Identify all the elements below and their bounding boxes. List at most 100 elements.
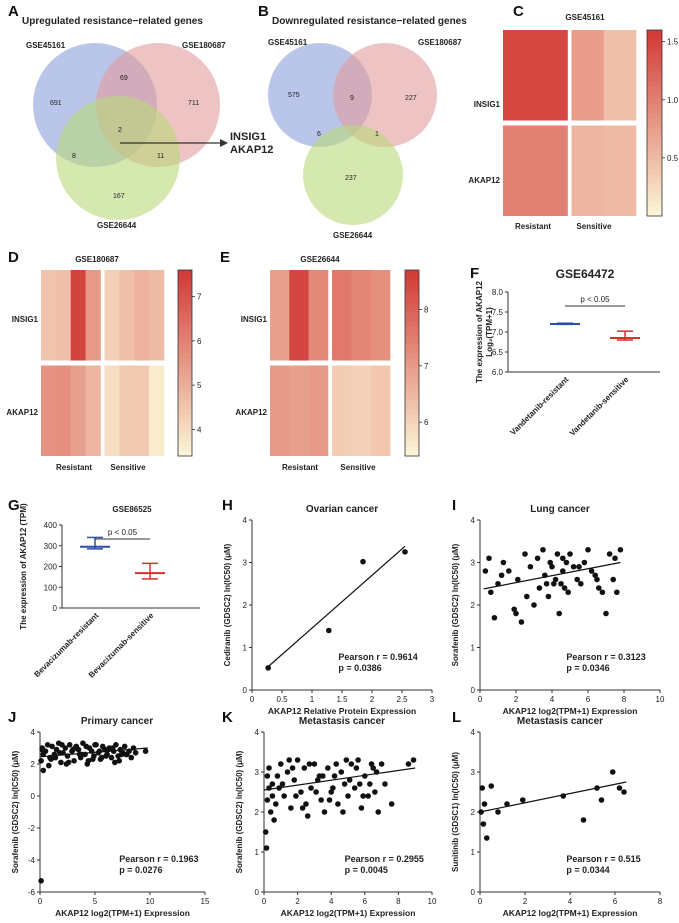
venn-b-only1: 575 xyxy=(288,92,300,99)
heat-cell xyxy=(289,270,309,361)
data-point xyxy=(588,568,595,574)
data-point xyxy=(388,801,395,807)
colorbar-segment xyxy=(405,279,419,285)
heat-cell xyxy=(85,365,101,456)
colorbar-segment xyxy=(178,428,192,434)
heat-cell xyxy=(571,125,605,216)
callout-gene-1: INSIG1 xyxy=(230,131,266,143)
data-point xyxy=(330,785,336,791)
heat-cell xyxy=(370,270,391,361)
venn-a-s13: 8 xyxy=(72,153,76,160)
data-point xyxy=(341,781,348,787)
panel-d: D GSE180687 4 5 6 7 INSIG1 AKAP12 Resistant… xyxy=(6,249,202,472)
data-point xyxy=(552,576,559,583)
data-point xyxy=(382,781,388,787)
heat-cell xyxy=(134,365,150,456)
data-point xyxy=(313,789,319,795)
data-point xyxy=(345,793,351,799)
colorbar-segment xyxy=(405,381,419,387)
data-point xyxy=(335,801,341,807)
x-tick-label: 4 xyxy=(550,695,555,704)
data-point xyxy=(278,761,284,767)
data-point xyxy=(581,559,588,566)
data-point xyxy=(128,754,135,761)
heat-cell xyxy=(289,365,309,456)
heat-cell xyxy=(332,270,352,361)
data-point xyxy=(365,793,371,799)
data-point xyxy=(519,797,526,803)
colorbar-segment xyxy=(178,376,192,383)
colorbar-segment xyxy=(178,325,192,331)
colorbar-segment xyxy=(647,188,662,194)
data-point xyxy=(353,765,360,771)
pearson-r-label: Pearson r = 0.1963 xyxy=(119,854,198,864)
panel-f: F GSE64472 6.0 6.5 7.0 7.5 8.0 Vandetanib-res… xyxy=(470,265,660,438)
colorbar-segment xyxy=(178,335,192,341)
colorbar-segment xyxy=(178,386,192,392)
heatmap-d-row-1: INSIG1 xyxy=(12,315,39,324)
venn-a-s23: 11 xyxy=(157,153,164,160)
data-point xyxy=(560,568,566,574)
colorbar-segment xyxy=(178,451,192,457)
colorbar-segment xyxy=(647,202,662,208)
colorbar-segment xyxy=(647,136,662,143)
data-point xyxy=(563,559,570,566)
colorbar-segment xyxy=(405,344,419,350)
colorbar-segment xyxy=(178,367,192,373)
data-point xyxy=(44,742,51,748)
heat-cell xyxy=(41,270,57,361)
colorbar-segment xyxy=(178,330,192,336)
data-point xyxy=(70,746,76,753)
data-point xyxy=(284,769,291,775)
data-point xyxy=(90,756,96,762)
data-point xyxy=(524,593,530,600)
colorbar-segment xyxy=(647,99,662,105)
heatmap-e-group-2: Sensitive xyxy=(340,463,376,472)
colorbar-segment xyxy=(178,321,192,327)
data-point xyxy=(609,769,616,775)
data-point xyxy=(612,555,618,562)
colorbar-segment xyxy=(405,418,419,424)
x-tick-label: 6 xyxy=(363,897,368,906)
y-axis-label: The expression of AKAP12 (TPM) xyxy=(19,503,28,630)
y-tick-label: 100 xyxy=(44,583,58,592)
heat-cell xyxy=(119,365,135,456)
colorbar-frame xyxy=(177,269,193,457)
pearson-r-label: Pearson r = 0.9614 xyxy=(338,652,417,662)
data-point xyxy=(326,797,333,803)
venn-a-all: 2 xyxy=(118,127,122,134)
heat-cell xyxy=(70,365,86,456)
data-point xyxy=(570,563,577,570)
y-axis-label: The expression of AKAP12 xyxy=(475,280,484,383)
colorbar-segment xyxy=(647,150,662,157)
y-axis-label: Sorafenib (GDSC2) ln(IC50) (μM) xyxy=(451,543,460,666)
colorbar-segment xyxy=(178,432,192,438)
x-category-label: Vandetanib-sensitive xyxy=(568,375,631,438)
colorbar-segment xyxy=(405,316,419,322)
x-axis-label: AKAP12 log2(TPM+1) Expression xyxy=(503,908,638,918)
p-value-label: p = 0.0045 xyxy=(345,865,388,875)
colorbar-tick-label: 6 xyxy=(424,418,429,427)
colorbar-segment xyxy=(178,349,192,355)
data-point xyxy=(301,765,308,771)
data-point xyxy=(288,805,294,811)
colorbar-segment xyxy=(178,446,192,452)
panel-f-label: F xyxy=(470,265,479,282)
colorbar-segment xyxy=(647,169,662,175)
data-point xyxy=(112,759,118,766)
venn-b-set1-name: GSE45161 xyxy=(268,38,308,47)
colorbar-segment xyxy=(647,104,662,110)
colorbar-segment xyxy=(178,288,192,294)
heatmap-d: 4 5 6 7 xyxy=(41,269,202,457)
x-tick-label: 2 xyxy=(370,695,375,704)
scatter-j-title: Primary cancer xyxy=(81,716,153,727)
data-point xyxy=(38,878,44,884)
colorbar-segment xyxy=(178,395,192,401)
pearson-r-label: Pearson r = 0.2955 xyxy=(345,854,424,864)
colorbar-segment xyxy=(405,446,419,452)
heat-cell xyxy=(270,270,290,361)
colorbar-segment xyxy=(178,400,192,406)
heat-cell xyxy=(535,125,568,216)
y-tick-label: 1 xyxy=(243,644,248,653)
panel-a-title: Upregulated resistance−related genes xyxy=(22,16,203,27)
